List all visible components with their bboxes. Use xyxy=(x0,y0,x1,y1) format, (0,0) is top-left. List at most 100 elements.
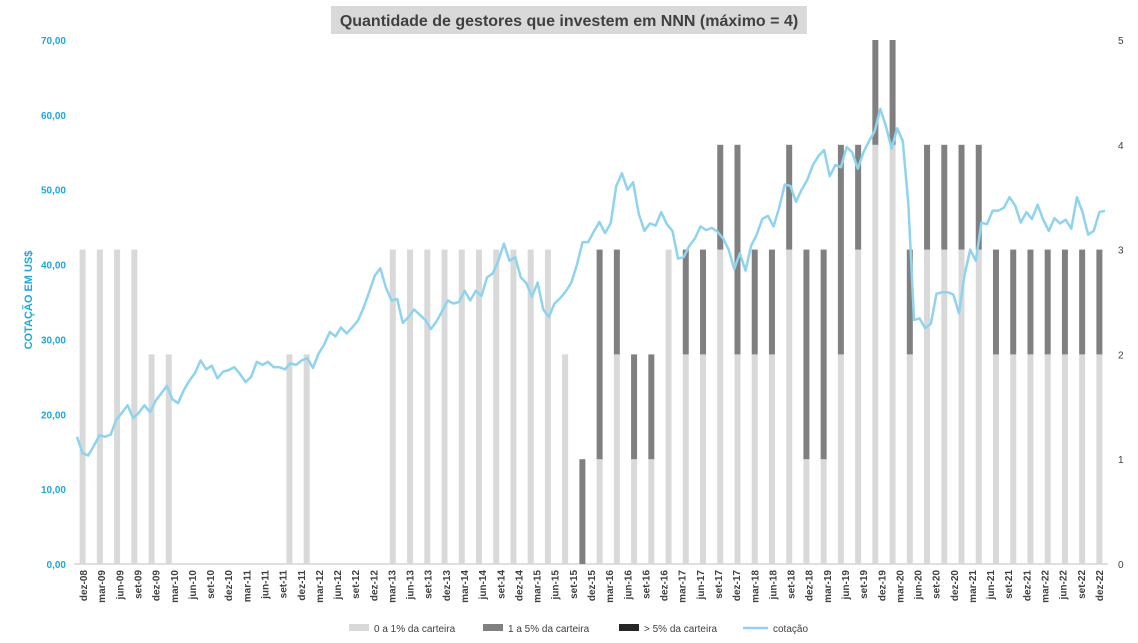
bar xyxy=(475,249,482,564)
x-tick-label: jun-18 xyxy=(768,570,779,601)
bar xyxy=(1044,354,1051,564)
x-tick-label: jun-19 xyxy=(841,570,852,601)
x-tick-label: dez-12 xyxy=(369,570,380,602)
x-tick-label: mar-15 xyxy=(533,570,544,603)
y-right-tick-label: 2 xyxy=(1118,350,1124,361)
bar xyxy=(751,354,758,564)
bar xyxy=(458,249,465,564)
bar xyxy=(303,354,310,564)
y-left-tick-label: 40,00 xyxy=(41,261,66,272)
x-tick-label: mar-14 xyxy=(460,570,471,603)
bar xyxy=(700,354,707,564)
x-tick-label: set-10 xyxy=(206,570,217,599)
bar xyxy=(407,249,414,564)
bar xyxy=(872,40,879,145)
bar xyxy=(613,354,620,564)
x-tick-label: mar-16 xyxy=(605,570,616,603)
x-tick-label: dez-15 xyxy=(587,570,598,602)
y-right-tick-label: 4 xyxy=(1118,141,1124,152)
bar xyxy=(1096,354,1103,564)
x-tick-label: jun-09 xyxy=(115,570,126,601)
bar xyxy=(992,354,999,564)
bar xyxy=(96,249,103,564)
bar xyxy=(975,144,982,250)
bar xyxy=(682,249,689,355)
bar xyxy=(820,459,827,564)
legend-swatch-1-5 xyxy=(483,624,503,631)
y-left-tick-label: 50,00 xyxy=(41,186,66,197)
bar xyxy=(837,354,844,564)
bar xyxy=(717,144,724,250)
price-line-group xyxy=(75,107,1106,457)
bar xyxy=(648,354,655,460)
bar xyxy=(441,249,448,564)
x-tick-label: jun-12 xyxy=(333,570,344,601)
bar xyxy=(682,354,689,564)
bar xyxy=(700,249,707,355)
x-tick-label: dez-10 xyxy=(224,570,235,602)
x-tick-label: mar-13 xyxy=(387,570,398,603)
legend-label-cotacao: cotação xyxy=(773,624,808,635)
bar xyxy=(424,249,431,564)
bar xyxy=(1044,249,1051,355)
bar xyxy=(768,354,775,564)
bar xyxy=(562,354,569,564)
legend-label-1-5: 1 a 5% da carteira xyxy=(508,624,590,635)
x-tick-label: jun-17 xyxy=(696,570,707,601)
y-left-tick-label: 70,00 xyxy=(41,36,66,47)
bar-series-group xyxy=(79,40,1103,565)
y-right-tick-label: 5 xyxy=(1118,36,1124,47)
bar xyxy=(872,144,879,565)
bar xyxy=(941,144,948,250)
x-tick-label: set-12 xyxy=(351,570,362,599)
bar xyxy=(114,249,121,564)
bar xyxy=(510,249,517,564)
x-tick-label: dez-11 xyxy=(297,570,308,601)
bar xyxy=(544,249,551,564)
legend-label-0-1: 0 a 1% da carteira xyxy=(374,624,456,635)
x-tick-label: dez-17 xyxy=(732,570,743,602)
x-tick-label: set-17 xyxy=(714,570,725,599)
bar xyxy=(631,354,638,460)
x-tick-label: dez-22 xyxy=(1095,570,1106,602)
bar xyxy=(906,354,913,564)
bar xyxy=(148,354,155,564)
x-tick-label: dez-20 xyxy=(950,570,961,602)
bar xyxy=(786,144,793,250)
x-tick-label: set-09 xyxy=(133,570,144,599)
bar xyxy=(648,459,655,564)
x-tick-label: jun-14 xyxy=(478,570,489,601)
x-axis-ticks: dez-08 mar-09 jun-09 set-09 dez-09 mar-10 jun-… xyxy=(79,570,1106,603)
bar xyxy=(613,249,620,355)
y-right-tick-label: 3 xyxy=(1118,246,1124,257)
bar xyxy=(941,249,948,564)
x-tick-label: jun-16 xyxy=(623,570,634,601)
bar xyxy=(527,249,534,564)
chart-title-background xyxy=(331,6,807,34)
bar xyxy=(1010,354,1017,564)
x-tick-label: set-16 xyxy=(641,570,652,599)
bar xyxy=(889,144,896,565)
bar xyxy=(493,249,500,564)
bar xyxy=(1096,249,1103,355)
bar xyxy=(734,144,741,355)
legend-swatch-0-1 xyxy=(349,624,369,631)
bar xyxy=(1010,249,1017,355)
x-tick-label: jun-22 xyxy=(1059,570,1070,601)
bar xyxy=(1079,354,1086,564)
y-axis-right-ticks: 0 1 2 3 4 5 xyxy=(1118,36,1124,571)
x-tick-label: dez-13 xyxy=(442,570,453,602)
bar xyxy=(786,249,793,564)
bar xyxy=(906,249,913,355)
bar xyxy=(596,459,603,564)
bar xyxy=(992,249,999,355)
bar xyxy=(924,144,931,250)
x-tick-label: set-14 xyxy=(496,570,507,599)
x-tick-label: jun-15 xyxy=(551,570,562,601)
bar xyxy=(924,249,931,564)
x-tick-label: mar-22 xyxy=(1041,570,1052,603)
bar xyxy=(855,249,862,564)
x-tick-label: set-21 xyxy=(1004,570,1015,599)
bar xyxy=(889,40,896,145)
